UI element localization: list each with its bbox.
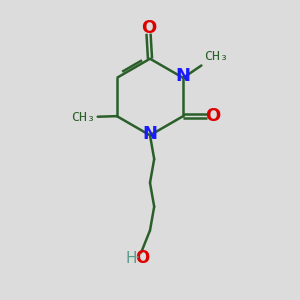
Text: CH₃: CH₃ bbox=[204, 50, 228, 63]
Text: ·: · bbox=[134, 249, 140, 267]
Text: O: O bbox=[136, 249, 150, 267]
Text: H: H bbox=[125, 251, 136, 266]
Text: O: O bbox=[205, 107, 220, 125]
Text: N: N bbox=[142, 125, 158, 143]
Text: N: N bbox=[175, 68, 190, 85]
Text: O: O bbox=[141, 20, 156, 38]
Text: CH₃: CH₃ bbox=[71, 111, 95, 124]
